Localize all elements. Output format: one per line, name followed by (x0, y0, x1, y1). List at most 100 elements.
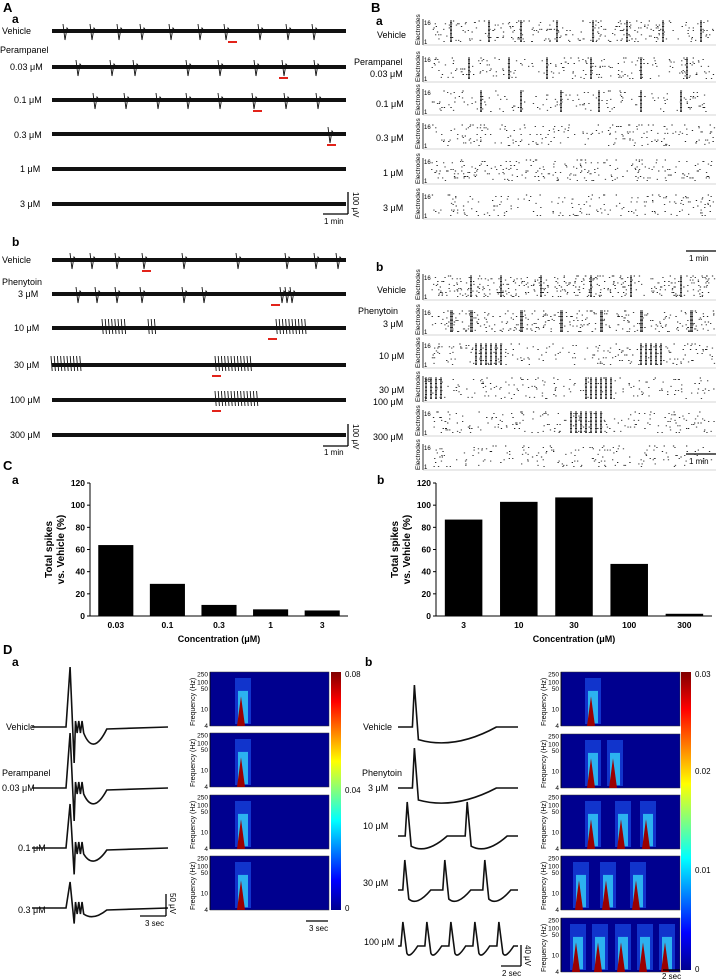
electrode-tick-top: 16 (424, 125, 431, 131)
trace-group (52, 23, 346, 206)
scale-amp-label: 100 μV (351, 424, 360, 450)
row-label: 0.3 μM (14, 130, 42, 140)
row-label: 100 μM (10, 395, 40, 405)
spectrogram-peak (587, 758, 595, 788)
colorbar-mid-label: 0.04 (345, 786, 361, 795)
row-label: 3 μM (383, 203, 403, 213)
trace-baseline (52, 363, 346, 367)
electrode-tick-top: 16 (424, 195, 431, 201)
waveform (32, 803, 169, 875)
electrodes-label: Electrodes (415, 84, 422, 115)
freq-tick-label: 10 (552, 891, 560, 898)
spectrogram-peak (587, 819, 595, 849)
row-label: 0.03 μM (2, 783, 35, 793)
spectrogram-band (618, 936, 628, 970)
spectrogram-band (238, 751, 248, 785)
freq-tick-label: 10 (552, 769, 560, 776)
freq-tick-label: 50 (552, 809, 560, 816)
waveform (398, 801, 518, 850)
raster-spikes (431, 310, 715, 333)
bar (610, 563, 648, 616)
freq-tick-label: 100 (548, 742, 559, 749)
electrodes-label: Electrodes (415, 405, 422, 436)
spectrogram-band (588, 690, 598, 724)
event-marker (268, 338, 277, 340)
bar (304, 610, 340, 616)
spectrogram-peak (594, 942, 602, 972)
x-tick-label: 3 (320, 620, 325, 630)
bar (149, 583, 185, 616)
freq-tick-label: 250 (197, 672, 208, 679)
event-marker (327, 144, 336, 146)
x-axis-label: Concentration (μM) (178, 634, 261, 644)
freq-tick-label: 250 (548, 795, 559, 802)
spectrogram-peak (575, 880, 583, 910)
freq-tick-label: 100 (548, 680, 559, 687)
panel-label-B: B (371, 0, 380, 15)
electrode-tick-top: 16 (424, 58, 431, 64)
row-label: 100 μM (373, 397, 403, 407)
spectrogram-band (618, 813, 628, 847)
electrodes-label: Electrodes (415, 269, 422, 300)
panel-Aa: Vehicle Perampanel 0.03 μM 0.1 μM 0.3 μM… (0, 23, 360, 226)
drug-label: Phenytoin (2, 277, 42, 287)
electrode-tick-bottom: 1 (424, 144, 428, 150)
scale-time-label: 1 min (689, 254, 709, 263)
freq-tick-label: 4 (555, 907, 559, 914)
raster-spikes (431, 57, 715, 80)
scale-amp-label: 50 μV (168, 893, 177, 915)
row-label: Vehicle (6, 722, 35, 732)
bar (444, 519, 483, 616)
x-tick-label: 0.1 (161, 620, 173, 630)
freq-tick-label: 100 (197, 680, 208, 687)
row-label: 0.3 μM (376, 133, 404, 143)
row-label: 0.03 μM (370, 69, 403, 79)
freq-axis-label: Frequency (Hz) (190, 862, 197, 910)
spectrogram-band (610, 752, 620, 786)
freq-axis-label: Frequency (Hz) (541, 862, 548, 910)
freq-tick-label: 50 (552, 870, 560, 877)
row-label: 30 μM (363, 878, 388, 888)
event-marker (279, 77, 288, 79)
spike-events (69, 252, 344, 270)
scale-amp-label: 100 μV (351, 192, 360, 218)
colorbar-a (331, 672, 341, 910)
row-label: 0.1 μM (14, 95, 42, 105)
freq-tick-label: 4 (204, 723, 208, 730)
spike-events (327, 126, 336, 144)
electrodes-label: Electrodes (415, 14, 422, 45)
scale-time-label: 2 sec (502, 969, 521, 978)
colorbar-q2-label: 0.01 (695, 866, 711, 875)
spectrogram-peak (632, 880, 640, 910)
spike-events (101, 318, 307, 335)
spectrogram-band (238, 813, 248, 847)
freq-tick-label: 100 (548, 926, 559, 933)
event-marker (142, 270, 151, 272)
electrodes-label: Electrodes (415, 188, 422, 219)
spectrogram-bg (209, 732, 330, 788)
electrodes-label: Electrodes (415, 371, 422, 402)
waveform-group (32, 666, 169, 924)
colorbar-b (681, 672, 691, 970)
raster-spikes (432, 411, 715, 434)
electrodes-label: Electrodes (415, 304, 422, 335)
spectrogram-peak (237, 696, 245, 726)
freq-tick-label: 250 (197, 795, 208, 802)
waveform (32, 732, 169, 822)
spectrogram-bg (209, 671, 330, 727)
spectrogram-peak (587, 696, 595, 726)
x-tick-label: 0.3 (213, 620, 225, 630)
bar (201, 604, 237, 616)
y-tick-label: 80 (76, 522, 86, 532)
row-label: 3 μM (18, 289, 38, 299)
spike-events (50, 355, 252, 372)
freq-tick-label: 50 (552, 686, 560, 693)
electrode-tick-bottom: 1 (424, 295, 428, 301)
scale-amp-label: 40 μV (523, 945, 532, 967)
freq-axis-label: Frequency (Hz) (541, 801, 548, 849)
freq-tick-label: 50 (201, 809, 209, 816)
spectrogram-peak (661, 942, 669, 972)
y-axis-label-line: vs. Vehicle (%) (402, 515, 413, 584)
row-label: 3 μM (383, 319, 403, 329)
